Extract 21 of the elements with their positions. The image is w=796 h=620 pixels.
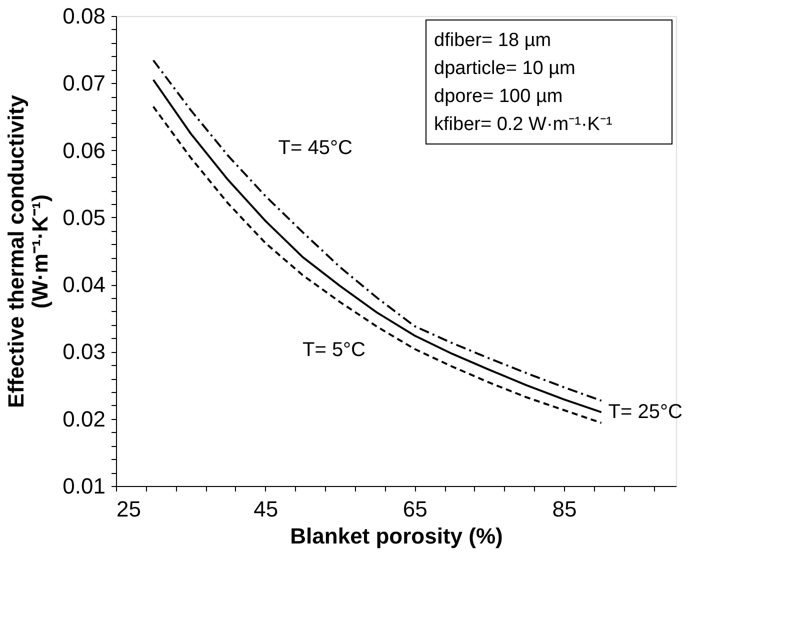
annotation: dfiber= 18 µm	[434, 30, 552, 51]
y-tick-label: 0.01	[62, 474, 106, 498]
x-tick-label: 85	[552, 496, 577, 522]
y-tick-label: 0.03	[62, 339, 106, 364]
x-tick-label: 65	[402, 496, 428, 522]
y-tick-label: 0.07	[62, 70, 106, 96]
annotation: dparticle= 10 µm	[434, 58, 576, 79]
series-label: T= 25°C	[608, 401, 682, 424]
y-tick-label: 0.04	[62, 272, 106, 298]
y-axis-title: Effective thermal conductivity (W·m⁻¹·K⁻¹)	[4, 94, 53, 408]
y-tick-label: 0.05	[62, 204, 106, 230]
series-label: T= 5°C	[302, 339, 366, 362]
y-tick-label: 0.08	[62, 4, 106, 28]
x-axis-title: Blanket porosity (%)	[290, 524, 503, 548]
series-label: T= 45°C	[278, 136, 352, 159]
y-tick-label: 0.02	[62, 406, 106, 432]
x-tick-label: 25	[116, 496, 141, 522]
y-tick-label: 0.06	[62, 138, 106, 163]
annotation: kfiber= 0.2 W·m⁻¹·K⁻¹	[434, 114, 612, 135]
x-tick-label: 45	[254, 496, 278, 522]
annotation: dpore= 100 µm	[434, 86, 563, 107]
